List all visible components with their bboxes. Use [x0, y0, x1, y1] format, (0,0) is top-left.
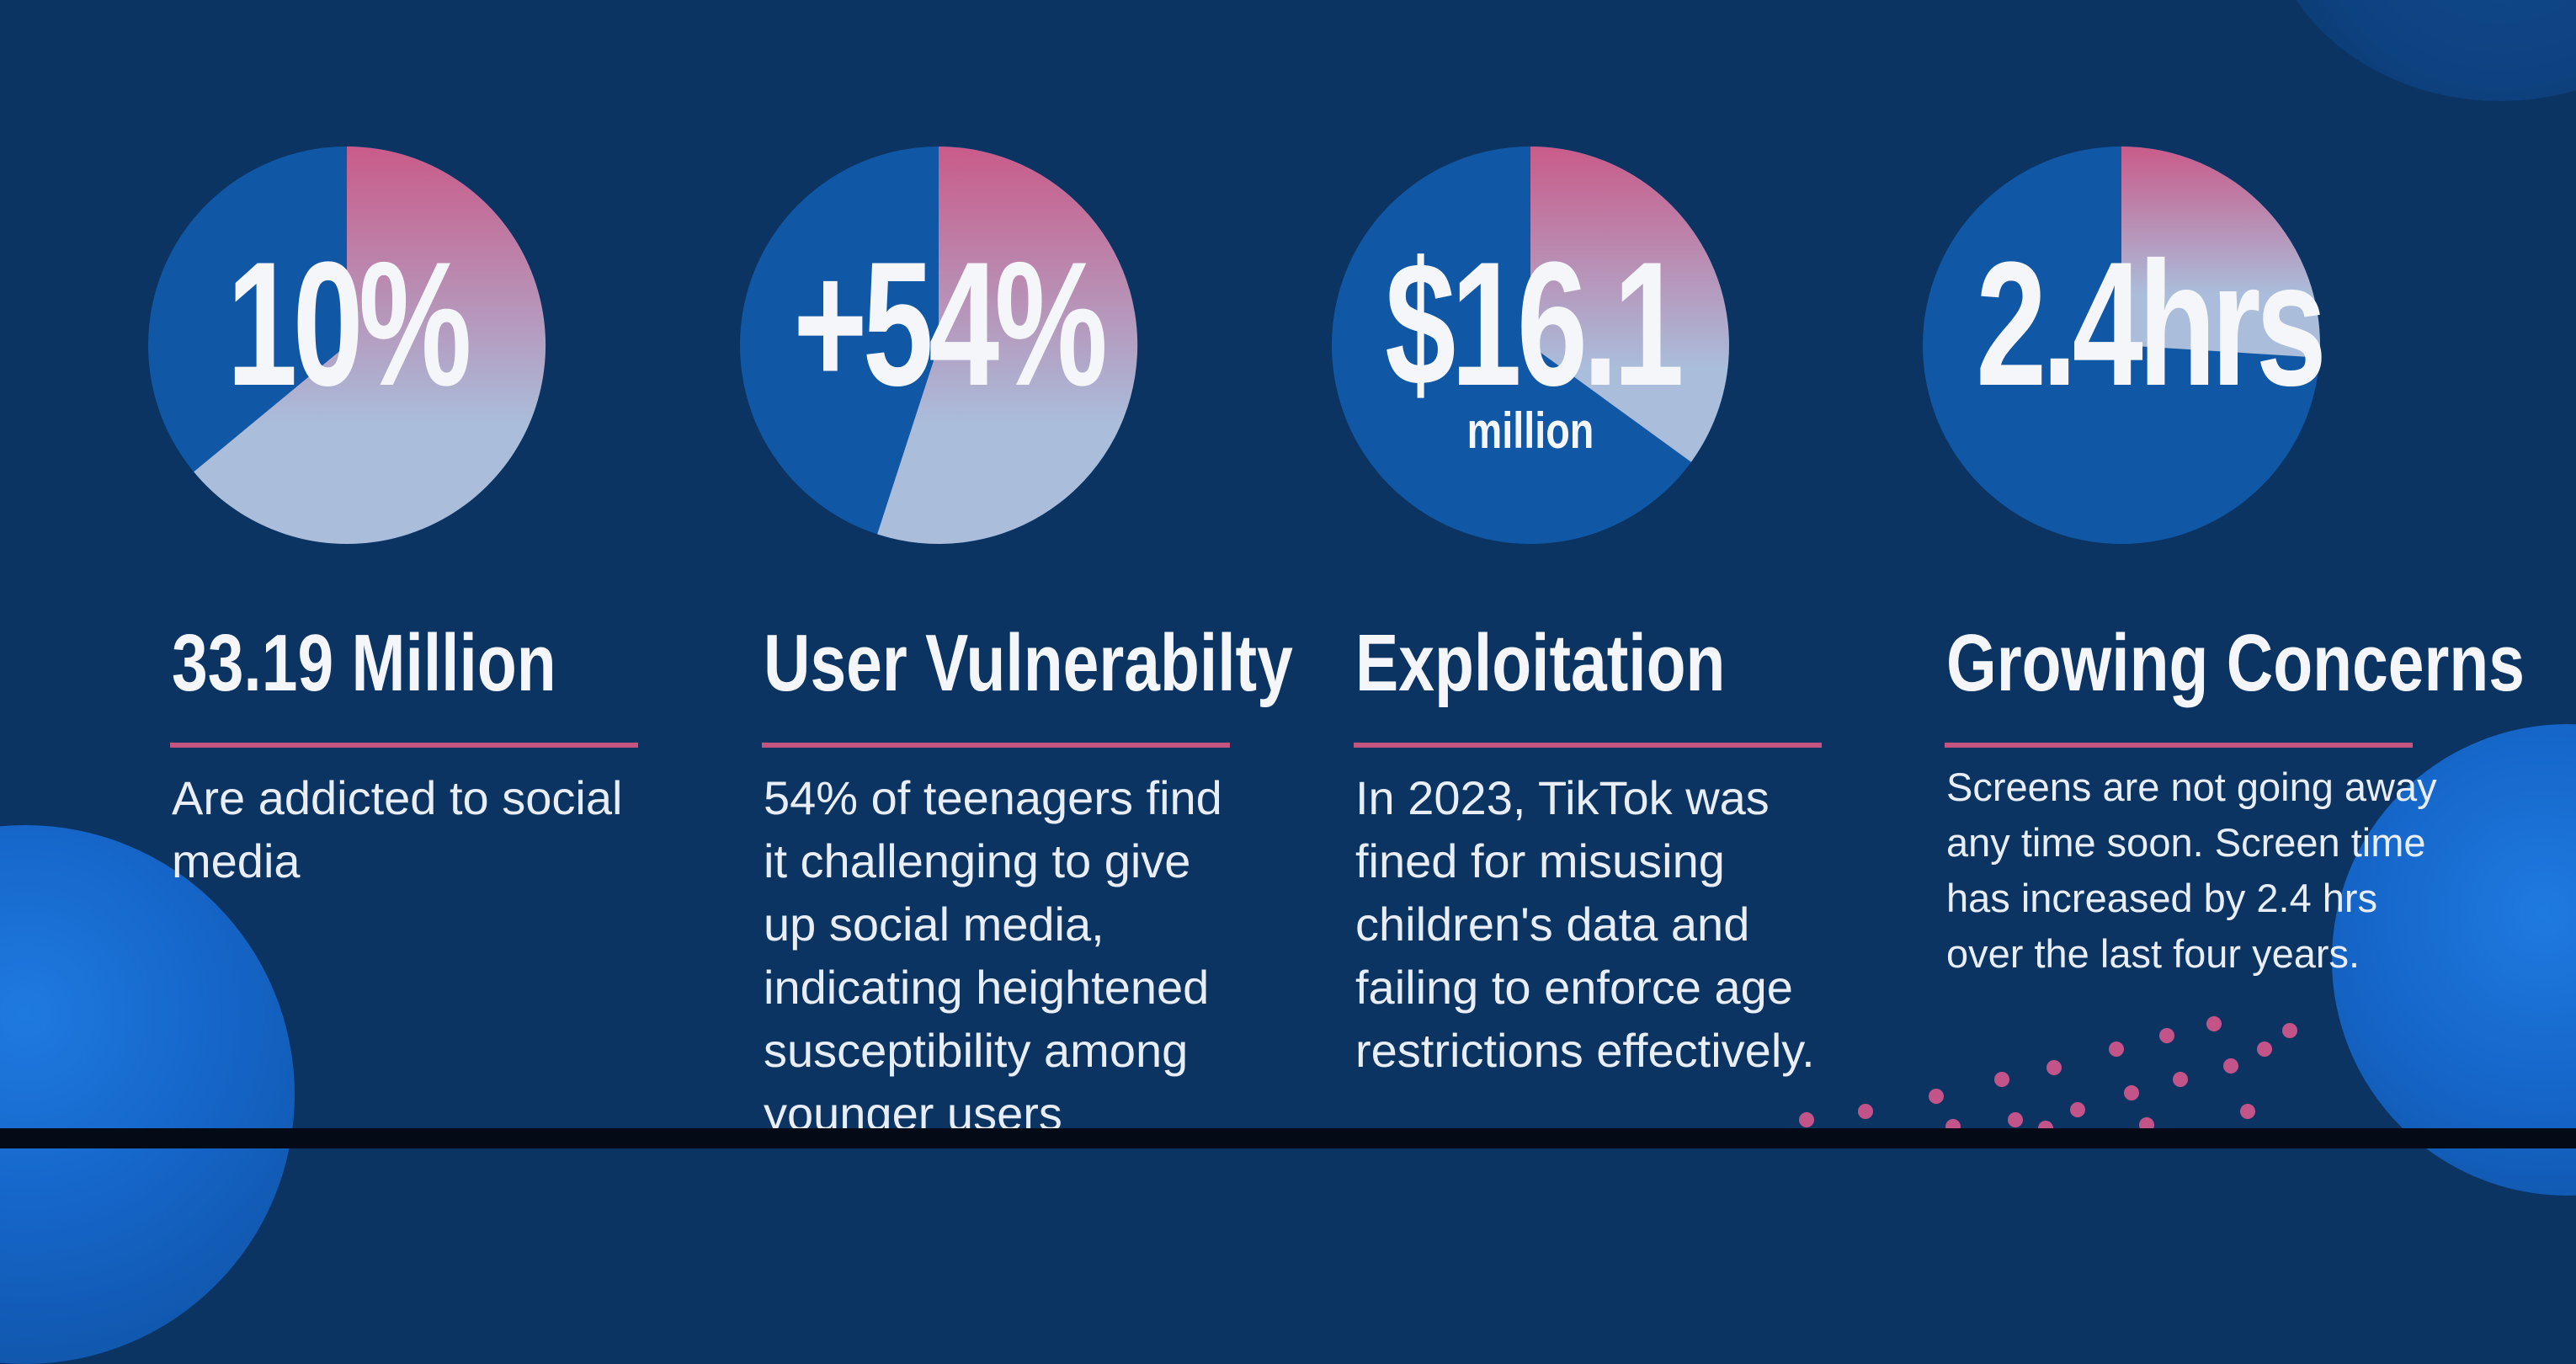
- stat-description: Are addicted to social media: [172, 771, 623, 887]
- decorative-dot: [2206, 1016, 2222, 1031]
- stat-heading: 33.19 Million: [172, 618, 556, 708]
- decorative-dot: [2139, 1117, 2154, 1128]
- decorative-dot: [2223, 1058, 2238, 1074]
- decorative-dot: [2257, 1042, 2272, 1057]
- decorative-dot: [2008, 1112, 2023, 1127]
- stat-description: In 2023, TikTok was fined for misusing c…: [1355, 771, 1815, 1077]
- bottom-bar: [0, 1128, 2576, 1148]
- pie-slice: [1530, 147, 1729, 462]
- stat-card-vulnerability: +54% User Vulnerabilty 54% of teenagers …: [737, 143, 1326, 1140]
- decorative-dots: [1799, 1016, 2297, 1128]
- heading-underline: [1354, 743, 1822, 748]
- stat-heading: User Vulnerabilty: [764, 618, 1293, 708]
- stat-description: Screens are not going away any time soon…: [1946, 765, 2437, 976]
- pie-slice: [877, 146, 1138, 544]
- heading-underline: [170, 743, 638, 748]
- stat-description: 54% of teenagers find it challenging to …: [764, 771, 1222, 1140]
- pie-slice: [194, 146, 546, 544]
- decorative-dot: [2046, 1060, 2062, 1075]
- stat-card-growing-concerns: 2.4hrs Growing Concerns Screens are not …: [1919, 143, 2525, 1128]
- decorative-dot: [1858, 1104, 1873, 1119]
- pie-chart-addiction: [148, 146, 546, 544]
- decorative-dot: [1945, 1119, 1961, 1128]
- stat-heading: Exploitation: [1355, 618, 1726, 708]
- pie-chart-exploitation: [1332, 147, 1729, 544]
- decorative-circle-top-right: [2265, 0, 2576, 101]
- decorative-dot: [1994, 1072, 2009, 1087]
- decorative-dot: [1929, 1089, 1944, 1104]
- stat-value: +54%: [793, 225, 1108, 423]
- pie-chart-growing-concerns: [1923, 147, 2320, 544]
- decorative-dot: [2109, 1042, 2124, 1057]
- heading-underline: [1945, 743, 2413, 748]
- heading-underline: [762, 743, 1230, 748]
- decorative-dot: [1799, 1112, 1814, 1127]
- stat-value: $16.1: [1385, 225, 1684, 423]
- pie-chart-vulnerability: [740, 146, 1138, 544]
- decorative-dot: [2159, 1028, 2174, 1043]
- stat-unit: million: [1466, 402, 1594, 459]
- decorative-dot: [2124, 1085, 2139, 1100]
- stat-value: 10%: [226, 225, 471, 423]
- pie-slice: [2121, 147, 2320, 358]
- stat-card-exploitation: $16.1 million Exploitation In 2023, TikT…: [1328, 143, 1918, 1128]
- decorative-dot: [2240, 1104, 2255, 1119]
- stat-heading: Growing Concerns: [1946, 618, 2525, 708]
- decorative-dot: [2070, 1102, 2085, 1117]
- stat-value: 2.4hrs: [1976, 225, 2327, 423]
- decorative-dot: [2038, 1121, 2053, 1128]
- decorative-dot: [2173, 1072, 2188, 1087]
- decorative-dot: [2282, 1023, 2297, 1038]
- stat-card-addiction: 10% 33.19 Million Are addicted to social…: [145, 143, 734, 1128]
